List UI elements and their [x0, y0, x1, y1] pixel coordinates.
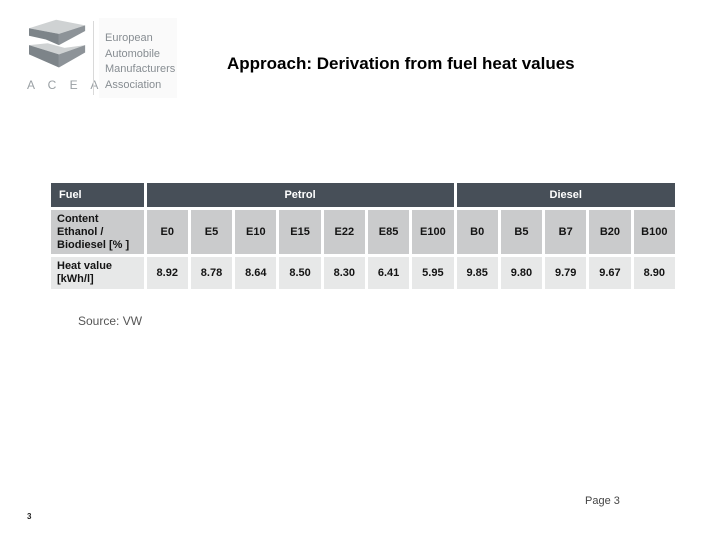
slide-number: 3: [27, 512, 32, 521]
row-label-line: [kWh/l]: [57, 273, 94, 285]
table-cell: E15: [279, 210, 321, 254]
logo-text-background: [99, 18, 177, 98]
fuel-heat-values-table: Fuel Petrol Diesel Content Ethanol / Bio…: [48, 180, 678, 292]
table-cell: E10: [235, 210, 277, 254]
source-note: Source: VW: [78, 314, 143, 328]
table-cell: B7: [545, 210, 587, 254]
table-cell: E100: [412, 210, 454, 254]
table-cell: B20: [589, 210, 631, 254]
table-cell: 9.80: [500, 257, 543, 289]
table-cell: 8.92: [146, 257, 188, 289]
table-cell: E22: [323, 210, 365, 254]
page-number: Page 3: [585, 495, 620, 507]
row-label-line: Heat value: [57, 260, 113, 272]
row-label-line: Ethanol /: [57, 225, 104, 238]
row-label-line: Content: [57, 212, 99, 225]
table-cell: 9.67: [589, 257, 631, 289]
acea-logo-icon: [29, 19, 86, 68]
logo-org-name: European Automobile Manufacturers Associ…: [105, 31, 175, 93]
table-cell: 6.41: [367, 257, 410, 289]
row-label-line: Biodiesel [% ]: [57, 238, 130, 251]
row-label-content: Content Ethanol / Biodiesel [% ]: [51, 210, 144, 254]
row-label-heat-value: Heat value [kWh/l]: [51, 257, 144, 289]
table-cell: 9.85: [456, 257, 498, 289]
group-header-petrol: Petrol: [146, 183, 454, 207]
table-cell: E85: [367, 210, 410, 254]
table-cell: E5: [190, 210, 233, 254]
acea-logo: A C E A European Automobile Manufacturer…: [25, 15, 177, 98]
logo-org-line: European: [105, 32, 153, 44]
table-cell: 5.95: [412, 257, 454, 289]
page-title: Approach: Derivation from fuel heat valu…: [227, 54, 575, 73]
table-row-content: Content Ethanol / Biodiesel [% ] E0 E5 E…: [51, 210, 675, 254]
table-cell: 8.64: [235, 257, 277, 289]
table-cell: B100: [633, 210, 675, 254]
logo-divider: [93, 21, 94, 95]
logo-org-line: Automobile: [105, 47, 161, 60]
corner-header-cell: Fuel: [51, 183, 144, 207]
table-header-row: Fuel Petrol Diesel: [51, 183, 675, 207]
logo-org-line: Association: [105, 78, 162, 91]
logo-acronym: A C E A: [27, 78, 104, 92]
table-cell: B0: [456, 210, 498, 254]
table-cell: 8.78: [190, 257, 233, 289]
table-cell: 8.90: [633, 257, 675, 289]
logo-org-line: Manufacturers: [105, 63, 176, 75]
table-cell: E0: [146, 210, 188, 254]
group-header-diesel: Diesel: [456, 183, 675, 207]
table-cell: B5: [500, 210, 543, 254]
table-cell: 9.79: [545, 257, 587, 289]
table-cell: 8.30: [323, 257, 365, 289]
table-row-heat-value: Heat value [kWh/l] 8.92 8.78 8.64 8.50 8…: [51, 257, 675, 289]
table-cell: 8.50: [279, 257, 321, 289]
